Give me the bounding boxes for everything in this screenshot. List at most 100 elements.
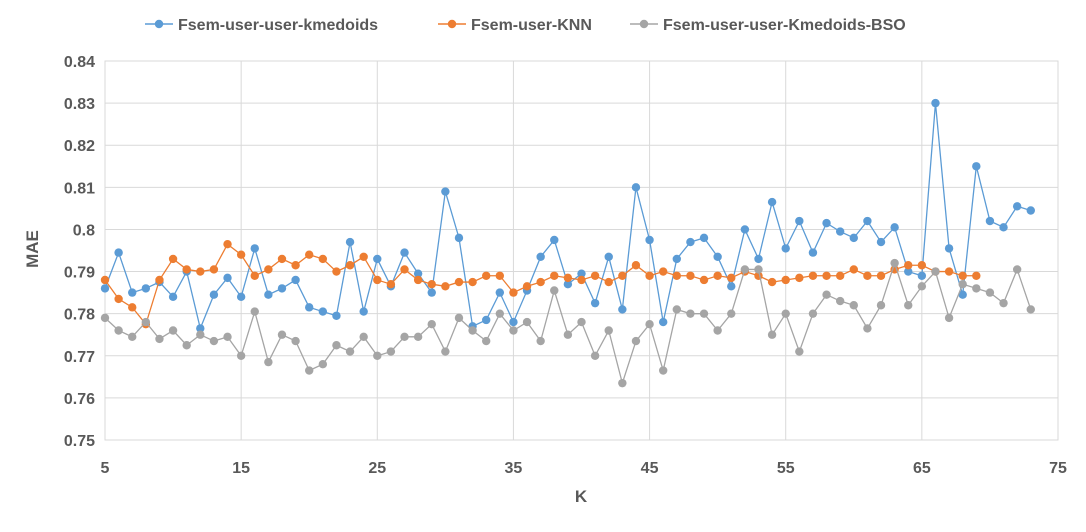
data-point (141, 284, 151, 293)
data-point (400, 248, 409, 257)
legend-item: Fsem-user-user-kmedoids (145, 17, 378, 34)
data-point (196, 267, 205, 276)
data-point (264, 265, 273, 274)
data-point (577, 317, 586, 327)
data-point (332, 267, 341, 276)
data-point (972, 284, 981, 293)
data-point (658, 267, 668, 276)
data-point (550, 235, 559, 245)
data-point (781, 244, 790, 253)
data-point (386, 347, 396, 356)
data-point (291, 261, 300, 270)
y-tick-label: 0.78 (64, 307, 95, 324)
data-point (590, 351, 600, 360)
legend-item: Fsem-user-user-Kmedoids-BSO (630, 17, 906, 34)
data-point (781, 309, 790, 318)
y-tick-label: 0.8 (73, 222, 95, 239)
data-point (318, 360, 328, 369)
legend-marker (154, 19, 164, 29)
data-point (604, 277, 613, 287)
data-point (999, 223, 1008, 232)
data-point (427, 288, 436, 297)
series-group (100, 98, 1035, 388)
data-point (454, 313, 464, 323)
data-point (291, 275, 300, 285)
data-point (359, 252, 368, 262)
data-point (890, 223, 899, 232)
data-point (781, 275, 790, 285)
data-point (631, 183, 641, 192)
series-3 (100, 258, 1035, 388)
legend: Fsem-user-user-kmedoids Fsem-user-KNN Fsem… (145, 17, 906, 34)
data-point (345, 237, 355, 247)
data-point (577, 269, 586, 278)
data-point (686, 237, 695, 247)
data-point (413, 332, 423, 342)
data-point (795, 273, 804, 283)
data-point (305, 250, 314, 259)
data-point (345, 347, 355, 356)
data-point (618, 271, 627, 280)
axes: 0.75 0.76 0.77 0.78 0.79 0.8 0.81 0.82 0.83 0.84 5… (64, 54, 1067, 477)
data-point (999, 298, 1008, 308)
data-point (699, 233, 709, 243)
legend-label: Fsem-user-KNN (471, 17, 592, 34)
data-point (563, 273, 573, 283)
data-point (917, 261, 927, 270)
data-point (468, 277, 477, 287)
data-point (209, 265, 219, 274)
data-point (427, 279, 436, 289)
data-point (958, 271, 967, 280)
data-point (863, 216, 872, 226)
data-point (114, 248, 123, 257)
data-point (863, 324, 872, 333)
data-point (767, 197, 777, 207)
data-point (1012, 202, 1022, 211)
data-point (128, 332, 137, 342)
data-point (250, 307, 259, 316)
data-point (182, 341, 191, 350)
data-point (849, 233, 858, 243)
data-point (522, 317, 532, 327)
data-point (672, 271, 681, 280)
data-point (699, 309, 709, 318)
data-point (168, 326, 178, 335)
data-point (236, 351, 246, 360)
data-point (658, 317, 668, 327)
data-point (618, 378, 627, 388)
x-tick-label: 5 (101, 460, 110, 477)
data-point (209, 290, 219, 299)
data-point (699, 275, 709, 285)
legend-marker (447, 19, 457, 29)
data-point (509, 326, 518, 335)
y-tick-label: 0.84 (64, 54, 95, 71)
data-point (835, 271, 845, 280)
data-point (808, 309, 818, 318)
data-point (305, 303, 314, 312)
data-point (373, 351, 382, 360)
data-point (658, 366, 668, 375)
gridlines (104, 60, 1059, 441)
data-point (550, 271, 559, 280)
data-point (727, 273, 736, 283)
data-point (413, 269, 423, 278)
data-point (100, 275, 110, 285)
data-point (822, 218, 831, 228)
data-point (495, 288, 505, 297)
data-point (604, 252, 613, 262)
data-point (427, 319, 436, 329)
data-point (1026, 206, 1035, 215)
data-point (441, 347, 450, 356)
data-point (944, 244, 954, 253)
data-point (849, 301, 858, 310)
data-point (686, 271, 695, 280)
data-point (196, 330, 205, 339)
data-point (209, 336, 219, 346)
data-point (767, 330, 777, 339)
legend-marker (639, 19, 649, 29)
data-point (740, 225, 750, 234)
data-point (590, 271, 600, 280)
data-point (972, 271, 981, 280)
data-point (223, 332, 232, 342)
data-point (400, 332, 409, 342)
